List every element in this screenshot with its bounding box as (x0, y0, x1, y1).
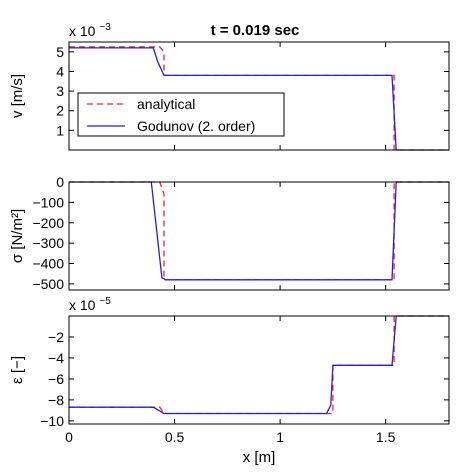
y-tick-label: −200 (32, 215, 64, 231)
legend-box (77, 92, 285, 137)
series-line-godunov (69, 181, 449, 281)
exponent-label: x 10 −5 (69, 296, 111, 313)
series-line-godunov (69, 315, 449, 415)
y-tick-label: 4 (56, 63, 64, 79)
y-tick-label: −6 (48, 371, 64, 387)
x-tick-label: 0 (65, 429, 73, 445)
legend-label: Godunov (2. order) (137, 118, 255, 134)
y-axis-label: v [m/s] (9, 74, 26, 118)
legend-label: analytical (137, 96, 195, 112)
y-tick-label: 3 (56, 83, 64, 99)
y-tick-label: 1 (56, 122, 64, 138)
y-tick-label: −100 (32, 194, 64, 210)
subplots: 1 2 3 4 5 v [m/s] x 10 −3 analytical Godunov (2.… (9, 22, 450, 466)
figure-title: t = 0.019 sec (211, 22, 300, 39)
series-line-analytical (69, 315, 449, 415)
y-tick-label: 0 (56, 174, 64, 190)
axes-frame (68, 181, 450, 291)
axes-frame (68, 315, 450, 425)
y-tick-label: −500 (32, 276, 64, 292)
exponent-label: x 10 −3 (69, 22, 111, 39)
y-tick-label: −10 (40, 413, 64, 429)
y-tick-label: −8 (48, 392, 64, 408)
y-tick-label: −300 (32, 235, 64, 251)
y-tick-label: 2 (56, 103, 64, 119)
legend: analytical Godunov (2. order) (77, 92, 285, 137)
y-axis-label: σ [N/m²] (9, 209, 26, 263)
subplot-strain: −2 −4 −6 −8 −100 0.5 1 1.5 ε [−] x 10 −5 x [m] (9, 296, 450, 466)
y-tick-label: −4 (48, 350, 64, 366)
subplot-velocity: 1 2 3 4 5 v [m/s] x 10 −3 analytical Godunov (2.… (9, 22, 450, 151)
y-tick-label: 5 (56, 44, 64, 60)
y-axis-label: ε [−] (9, 356, 26, 384)
x-tick-label: 0.5 (165, 429, 185, 445)
y-tick-label: −2 (48, 329, 64, 345)
subplot-stress: 0 −100 −200 −300 −400 −500 σ [N/m²] (9, 174, 450, 292)
x-tick-label: 1 (276, 429, 284, 445)
axes-frame (68, 41, 450, 151)
y-tick-label: −400 (32, 256, 64, 272)
x-axis-label: x [m] (243, 449, 276, 466)
x-tick-label: 1.5 (376, 429, 396, 445)
